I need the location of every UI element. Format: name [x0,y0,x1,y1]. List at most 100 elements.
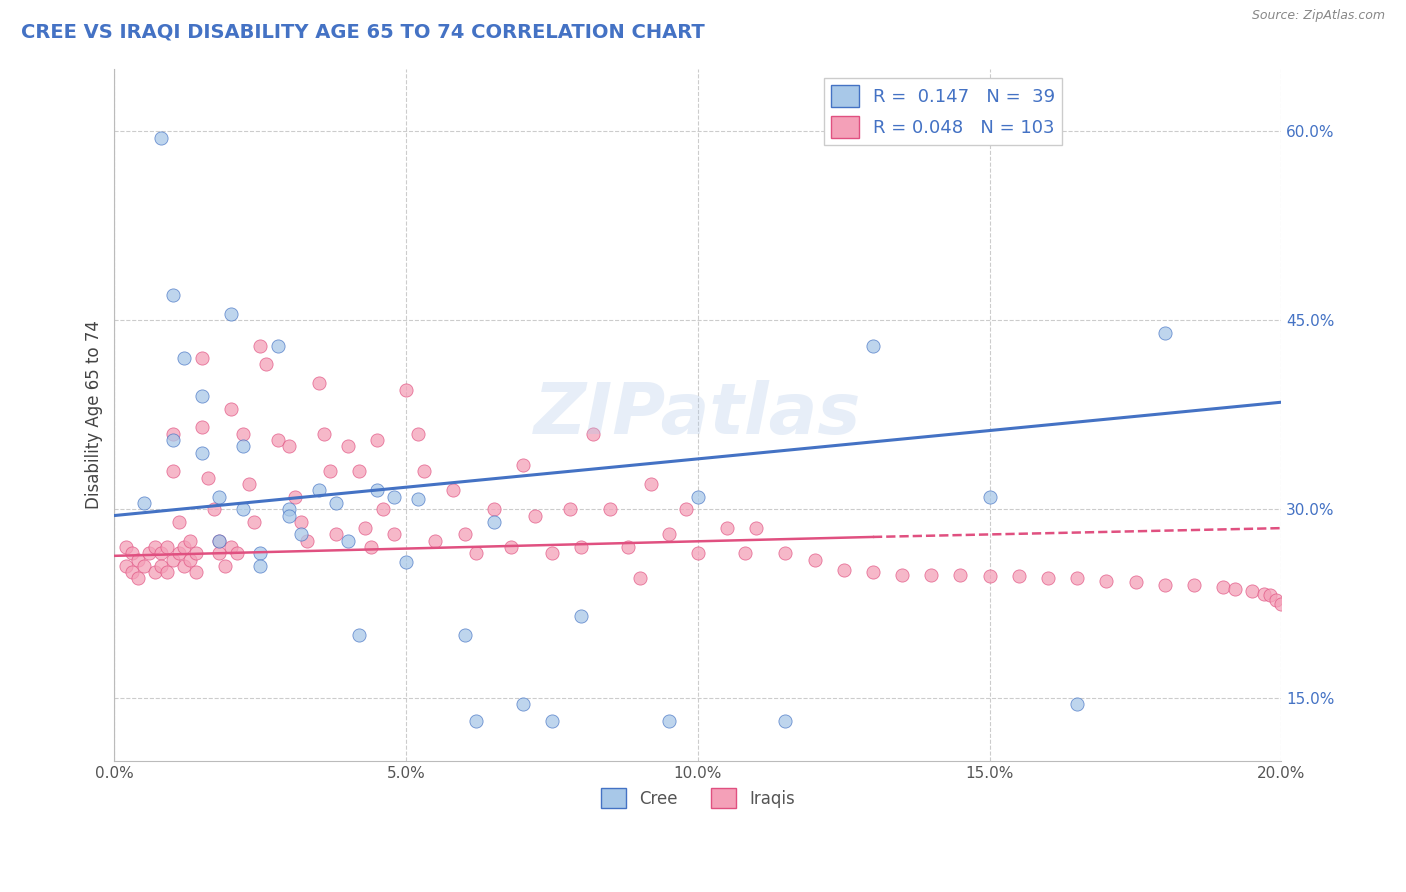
Point [1182,578,1205,592]
Point [132,558,155,573]
Point [127,552,149,566]
Point [640,477,662,491]
Point [716,521,738,535]
Point [582,426,605,441]
Point [949,567,972,582]
Point [232,439,254,453]
Y-axis label: Disability Age 65 to 74: Disability Age 65 to 74 [86,320,103,509]
Point [979,490,1001,504]
Point [208,533,231,548]
Point [121,546,143,560]
Point [862,565,884,579]
Point [184,546,207,560]
Point [232,502,254,516]
Point [349,628,371,642]
Point [314,426,336,441]
Point [482,515,505,529]
Point [349,465,371,479]
Point [208,490,231,504]
Point [512,698,534,712]
Point [243,515,266,529]
Point [132,496,155,510]
Point [512,458,534,472]
Point [162,288,184,302]
Point [267,433,290,447]
Point [238,477,260,491]
Point [541,546,564,560]
Point [284,490,307,504]
Point [121,565,143,579]
Point [267,338,290,352]
Point [558,502,581,516]
Point [290,515,312,529]
Point [162,426,184,441]
Point [920,567,942,582]
Point [191,389,214,403]
Point [1212,580,1234,594]
Point [219,540,242,554]
Point [167,546,190,560]
Point [219,401,242,416]
Point [336,533,359,548]
Point [406,492,429,507]
Text: Source: ZipAtlas.com: Source: ZipAtlas.com [1251,9,1385,22]
Point [1241,584,1264,599]
Point [366,483,388,498]
Point [249,546,271,560]
Point [336,439,359,453]
Point [775,546,797,560]
Point [308,376,330,391]
Point [384,527,406,541]
Point [569,540,592,554]
Point [150,558,173,573]
Point [734,546,756,560]
Point [453,527,475,541]
Point [686,546,709,560]
Point [191,420,214,434]
Point [156,540,179,554]
Point [658,714,681,728]
Point [143,540,166,554]
Point [278,508,301,523]
Point [254,358,277,372]
Point [232,426,254,441]
Point [219,307,242,321]
Point [406,426,429,441]
Point [167,515,190,529]
Point [138,546,160,560]
Point [675,502,697,516]
Point [891,567,914,582]
Text: ZIPatlas: ZIPatlas [534,380,862,450]
Point [162,433,184,447]
Point [979,569,1001,583]
Point [569,609,592,624]
Point [115,540,138,554]
Point [832,563,855,577]
Point [150,546,173,560]
Point [1153,326,1175,340]
Point [686,490,709,504]
Point [628,572,651,586]
Point [173,351,195,365]
Point [1264,593,1286,607]
Point [371,502,394,516]
Point [1008,569,1031,583]
Point [465,546,488,560]
Point [453,628,475,642]
Point [366,433,388,447]
Point [202,502,225,516]
Point [173,558,195,573]
Point [441,483,464,498]
Point [862,338,884,352]
Point [325,496,347,510]
Point [523,508,546,523]
Point [249,338,271,352]
Point [249,558,271,573]
Point [308,483,330,498]
Point [127,572,149,586]
Point [156,565,179,579]
Point [617,540,640,554]
Point [1153,578,1175,592]
Point [412,465,434,479]
Point [745,521,768,535]
